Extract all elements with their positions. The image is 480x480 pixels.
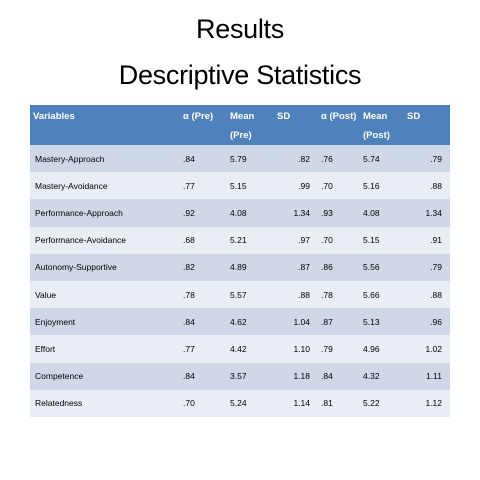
mean-pre-cell: 5.79 bbox=[230, 153, 247, 164]
table-row: Relatedness .70 5.24 1.14 .81 5.22 1.12 bbox=[30, 389, 450, 417]
alpha-pre-cell: .84 bbox=[183, 153, 195, 164]
table-row: Mastery-Avoidance .77 5.15 .99 .70 5.16 .88 bbox=[30, 172, 450, 200]
mean-post-cell: 5.16 bbox=[363, 180, 380, 191]
mean-post-cell: 5.22 bbox=[363, 398, 380, 409]
mean-post-cell: 5.56 bbox=[363, 262, 380, 273]
table-row: Autonomy-Supportive .82 4.89 .87 .86 5.56 .79 bbox=[30, 253, 450, 281]
mean-pre-cell: 5.15 bbox=[230, 180, 247, 191]
mean-pre-cell: 5.24 bbox=[230, 398, 247, 409]
header-mean-pre-line1: Mean bbox=[230, 111, 255, 122]
alpha-pre-cell: .84 bbox=[183, 371, 195, 382]
sd-pre-cell: .97 bbox=[298, 235, 310, 246]
alpha-post-cell: .84 bbox=[321, 371, 333, 382]
variable-cell: Mastery-Avoidance bbox=[35, 180, 108, 191]
mean-post-cell: 5.66 bbox=[363, 289, 380, 300]
sd-pre-cell: .88 bbox=[298, 289, 310, 300]
alpha-post-cell: .79 bbox=[321, 343, 333, 354]
alpha-pre-cell: .70 bbox=[183, 398, 195, 409]
mean-post-cell: 5.13 bbox=[363, 316, 380, 327]
mean-post-cell: 4.96 bbox=[363, 343, 380, 354]
alpha-post-cell: .70 bbox=[321, 180, 333, 191]
variable-cell: Relatedness bbox=[35, 398, 83, 409]
mean-post-cell: 5.15 bbox=[363, 235, 380, 246]
table-header-row: Variables α (Pre) Mean (Pre) SD α (Post)… bbox=[30, 105, 450, 145]
header-sd-pre: SD bbox=[277, 111, 291, 122]
alpha-post-cell: .93 bbox=[321, 207, 333, 218]
header-mean-pre: Mean (Pre) bbox=[227, 105, 274, 145]
sd-pre-cell: 1.04 bbox=[293, 316, 310, 327]
sd-post-cell: .88 bbox=[430, 289, 442, 300]
sd-pre-cell: .99 bbox=[298, 180, 310, 191]
sd-post-cell: .88 bbox=[430, 180, 442, 191]
header-alpha-pre: α (Pre) bbox=[183, 111, 214, 122]
header-variables: Variables bbox=[33, 111, 75, 122]
mean-pre-cell: 3.57 bbox=[230, 371, 247, 382]
alpha-pre-cell: .84 bbox=[183, 316, 195, 327]
alpha-post-cell: .76 bbox=[321, 153, 333, 164]
sd-post-cell: .79 bbox=[430, 153, 442, 164]
sd-pre-cell: 1.18 bbox=[293, 371, 310, 382]
table-row: Mastery-Approach .84 5.79 .82 .76 5.74 .79 bbox=[30, 145, 450, 173]
sd-post-cell: 1.02 bbox=[425, 343, 442, 354]
sd-post-cell: 1.34 bbox=[425, 207, 442, 218]
sd-post-cell: 1.12 bbox=[425, 398, 442, 409]
variable-cell: Effort bbox=[35, 343, 56, 354]
header-mean-pre-line2: (Pre) bbox=[230, 130, 252, 141]
table-row: Effort .77 4.42 1.10 .79 4.96 1.02 bbox=[30, 335, 450, 363]
sd-pre-cell: 1.10 bbox=[293, 343, 310, 354]
variable-cell: Autonomy-Supportive bbox=[35, 262, 117, 273]
page-title: Results bbox=[196, 14, 284, 44]
descriptive-statistics-table: Variables α (Pre) Mean (Pre) SD α (Post)… bbox=[30, 105, 450, 417]
table-row: Competence .84 3.57 1.18 .84 4.32 1.11 bbox=[30, 362, 450, 390]
mean-post-cell: 5.74 bbox=[363, 153, 380, 164]
mean-pre-cell: 5.21 bbox=[230, 235, 247, 246]
mean-pre-cell: 4.89 bbox=[230, 262, 247, 273]
alpha-pre-cell: .82 bbox=[183, 262, 195, 273]
alpha-post-cell: .87 bbox=[321, 316, 333, 327]
sd-post-cell: .79 bbox=[430, 262, 442, 273]
header-sd-post: SD bbox=[407, 111, 421, 122]
alpha-pre-cell: .78 bbox=[183, 289, 195, 300]
variable-cell: Mastery-Approach bbox=[35, 153, 105, 164]
mean-pre-cell: 4.62 bbox=[230, 316, 247, 327]
header-mean-post-line2: (Post) bbox=[363, 130, 390, 141]
alpha-post-cell: .70 bbox=[321, 235, 333, 246]
sd-post-cell: .96 bbox=[430, 316, 442, 327]
table-row: Performance-Avoidance .68 5.21 .97 .70 5.15 .9… bbox=[30, 226, 450, 254]
alpha-post-cell: .81 bbox=[321, 398, 333, 409]
mean-pre-cell: 4.42 bbox=[230, 343, 247, 354]
sd-post-cell: 1.11 bbox=[426, 371, 442, 382]
sd-pre-cell: .82 bbox=[298, 153, 310, 164]
variable-cell: Performance-Approach bbox=[35, 207, 123, 218]
alpha-post-cell: .78 bbox=[321, 289, 333, 300]
header-mean-post: Mean (Post) bbox=[360, 105, 404, 145]
variable-cell: Enjoyment bbox=[35, 316, 76, 327]
alpha-pre-cell: .77 bbox=[183, 180, 195, 191]
alpha-pre-cell: .68 bbox=[183, 235, 195, 246]
mean-pre-cell: 5.57 bbox=[230, 289, 247, 300]
sd-pre-cell: 1.14 bbox=[293, 398, 310, 409]
sd-pre-cell: 1.34 bbox=[293, 207, 310, 218]
sd-pre-cell: .87 bbox=[298, 262, 310, 273]
table-row: Value .78 5.57 .88 .78 5.66 .88 bbox=[30, 280, 450, 309]
variable-cell: Performance-Avoidance bbox=[35, 235, 127, 246]
mean-pre-cell: 4.08 bbox=[230, 207, 247, 218]
variable-cell: Value bbox=[35, 289, 57, 300]
mean-post-cell: 4.08 bbox=[363, 207, 380, 218]
page-subtitle: Descriptive Statistics bbox=[118, 60, 362, 90]
header-mean-post-line1: Mean bbox=[363, 111, 388, 122]
variable-cell: Competence bbox=[35, 371, 84, 382]
alpha-pre-cell: .77 bbox=[183, 343, 195, 354]
mean-post-cell: 4.32 bbox=[363, 371, 380, 382]
table-row: Performance-Approach .92 4.08 1.34 .93 4.08 1.… bbox=[30, 199, 450, 227]
alpha-post-cell: .86 bbox=[321, 262, 333, 273]
header-alpha-post: α (Post) bbox=[321, 111, 357, 122]
sd-post-cell: .91 bbox=[430, 235, 442, 246]
alpha-pre-cell: .92 bbox=[183, 207, 195, 218]
table-row: Enjoyment .84 4.62 1.04 .87 5.13 .96 bbox=[30, 308, 450, 336]
